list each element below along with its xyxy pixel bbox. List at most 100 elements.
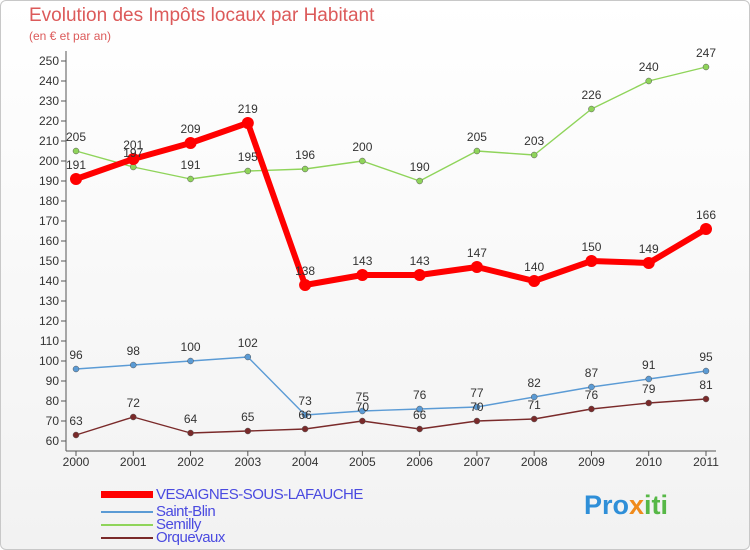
data-point-semilly [416,177,423,185]
data-label-vesaignes-sous-lafauche: 191 [66,158,86,172]
data-point-semilly [187,175,194,183]
series-line-semilly [75,66,707,182]
data-point-vesaignes-sous-lafauche [642,257,655,269]
data-label-saint-blin: 82 [528,376,542,390]
legend-item-orquevaux[interactable]: Orquevaux [101,529,225,546]
data-label-orquevaux: 63 [69,414,83,428]
chart-subtitle: (en € et par an) [29,29,112,43]
data-label-saint-blin: 96 [69,348,83,362]
series-line-orquevaux [75,398,707,436]
x-tick-label: 2010 [635,455,662,469]
x-tick-label: 2001 [120,455,147,469]
data-label-orquevaux: 70 [356,400,370,414]
data-point-semilly [72,147,80,155]
y-tick-label: 180 [39,194,59,208]
data-point-vesaignes-sous-lafauche [70,173,82,185]
data-label-vesaignes-sous-lafauche: 209 [181,122,201,136]
data-point-orquevaux [130,413,137,421]
y-tick-label: 110 [40,334,59,348]
data-label-vesaignes-sous-lafauche: 140 [524,260,544,274]
data-label-semilly: 205 [467,130,487,144]
data-point-saint-blin [187,357,194,365]
data-point-vesaignes-sous-lafauche [299,279,312,291]
y-tick-label: 210 [39,134,59,148]
series-line-vesaignes-sous-lafauche [75,120,708,288]
x-tick-label: 2006 [406,455,433,469]
data-point-saint-blin [702,367,710,375]
data-label-vesaignes-sous-lafauche: 143 [410,254,430,268]
y-tick-label: 220 [39,114,59,128]
legend-swatch-semilly [101,523,153,526]
data-point-saint-blin [416,405,423,413]
y-tick-label: 190 [39,174,59,188]
data-point-orquevaux [359,417,366,425]
data-point-orquevaux [244,427,252,435]
y-tick-label: 200 [39,154,59,168]
data-label-vesaignes-sous-lafauche: 201 [123,138,143,152]
y-tick-label: 250 [39,54,59,68]
data-label-semilly: 195 [238,150,258,164]
data-label-semilly: 197 [123,146,143,160]
legend-label-saint-blin: Saint-Blin [156,503,216,520]
data-point-orquevaux [645,399,652,407]
data-point-saint-blin [301,411,309,419]
legend-swatch-vesaignes [101,491,153,498]
data-label-semilly: 196 [295,148,315,162]
data-label-orquevaux: 79 [642,382,656,396]
legend-label-orquevaux: Orquevaux [156,529,225,546]
data-label-vesaignes-sous-lafauche: 143 [352,254,372,268]
data-point-vesaignes-sous-lafauche [470,261,483,273]
y-tick-label: 80 [46,394,60,408]
data-point-saint-blin [359,407,366,415]
y-tick-label: 240 [39,74,59,88]
legend-label-vesaignes: VESAIGNES-SOUS-LAFAUCHE [156,486,363,503]
y-tick-label: 170 [39,214,59,228]
data-label-orquevaux: 81 [699,378,713,392]
y-tick-label: 100 [39,354,59,368]
legend-item-semilly[interactable]: Semilly [101,516,201,533]
data-point-semilly [702,63,710,71]
data-point-vesaignes-sous-lafauche [585,255,598,267]
data-label-saint-blin: 91 [642,358,656,372]
data-point-semilly [588,105,595,113]
data-point-semilly [530,151,538,159]
data-label-semilly: 240 [639,60,659,74]
data-point-saint-blin [530,393,538,401]
data-point-vesaignes-sous-lafauche [184,137,197,149]
x-tick-label: 2005 [349,455,376,469]
proxiti-logo: Proxiti [584,490,669,520]
data-point-semilly [244,167,252,175]
y-tick-label: 120 [39,314,59,328]
data-point-orquevaux [702,395,710,403]
data-label-saint-blin: 76 [413,388,427,402]
data-label-vesaignes-sous-lafauche: 166 [696,208,716,222]
x-tick-label: 2003 [234,455,261,469]
legend-swatch-orquevaux [101,536,153,539]
data-label-saint-blin: 95 [699,350,713,364]
data-point-vesaignes-sous-lafauche [528,275,541,287]
data-label-saint-blin: 73 [298,394,312,408]
data-label-saint-blin: 98 [127,344,141,358]
data-point-semilly [645,77,652,85]
data-point-orquevaux [588,405,595,413]
data-point-orquevaux [473,417,481,425]
data-label-semilly: 200 [352,140,372,154]
data-label-orquevaux: 76 [585,388,599,402]
data-label-semilly: 203 [524,134,544,148]
chart-title: Evolution des Impôts locaux par Habitant [29,5,375,26]
legend-swatch-saint-blin [101,510,153,513]
legend-item-vesaignes[interactable]: VESAIGNES-SOUS-LAFAUCHE [101,486,363,503]
data-label-semilly: 226 [581,88,601,102]
x-tick-label: 2009 [578,455,605,469]
legend-item-saint-blin[interactable]: Saint-Blin [101,503,216,520]
data-point-saint-blin [473,403,481,411]
x-tick-label: 2002 [177,455,204,469]
data-label-saint-blin: 100 [181,340,201,354]
data-label-vesaignes-sous-lafauche: 149 [639,242,659,256]
data-point-vesaignes-sous-lafauche [700,223,712,235]
data-label-vesaignes-sous-lafauche: 138 [295,264,315,278]
y-tick-label: 160 [39,234,59,248]
x-tick-label: 2011 [693,455,719,469]
